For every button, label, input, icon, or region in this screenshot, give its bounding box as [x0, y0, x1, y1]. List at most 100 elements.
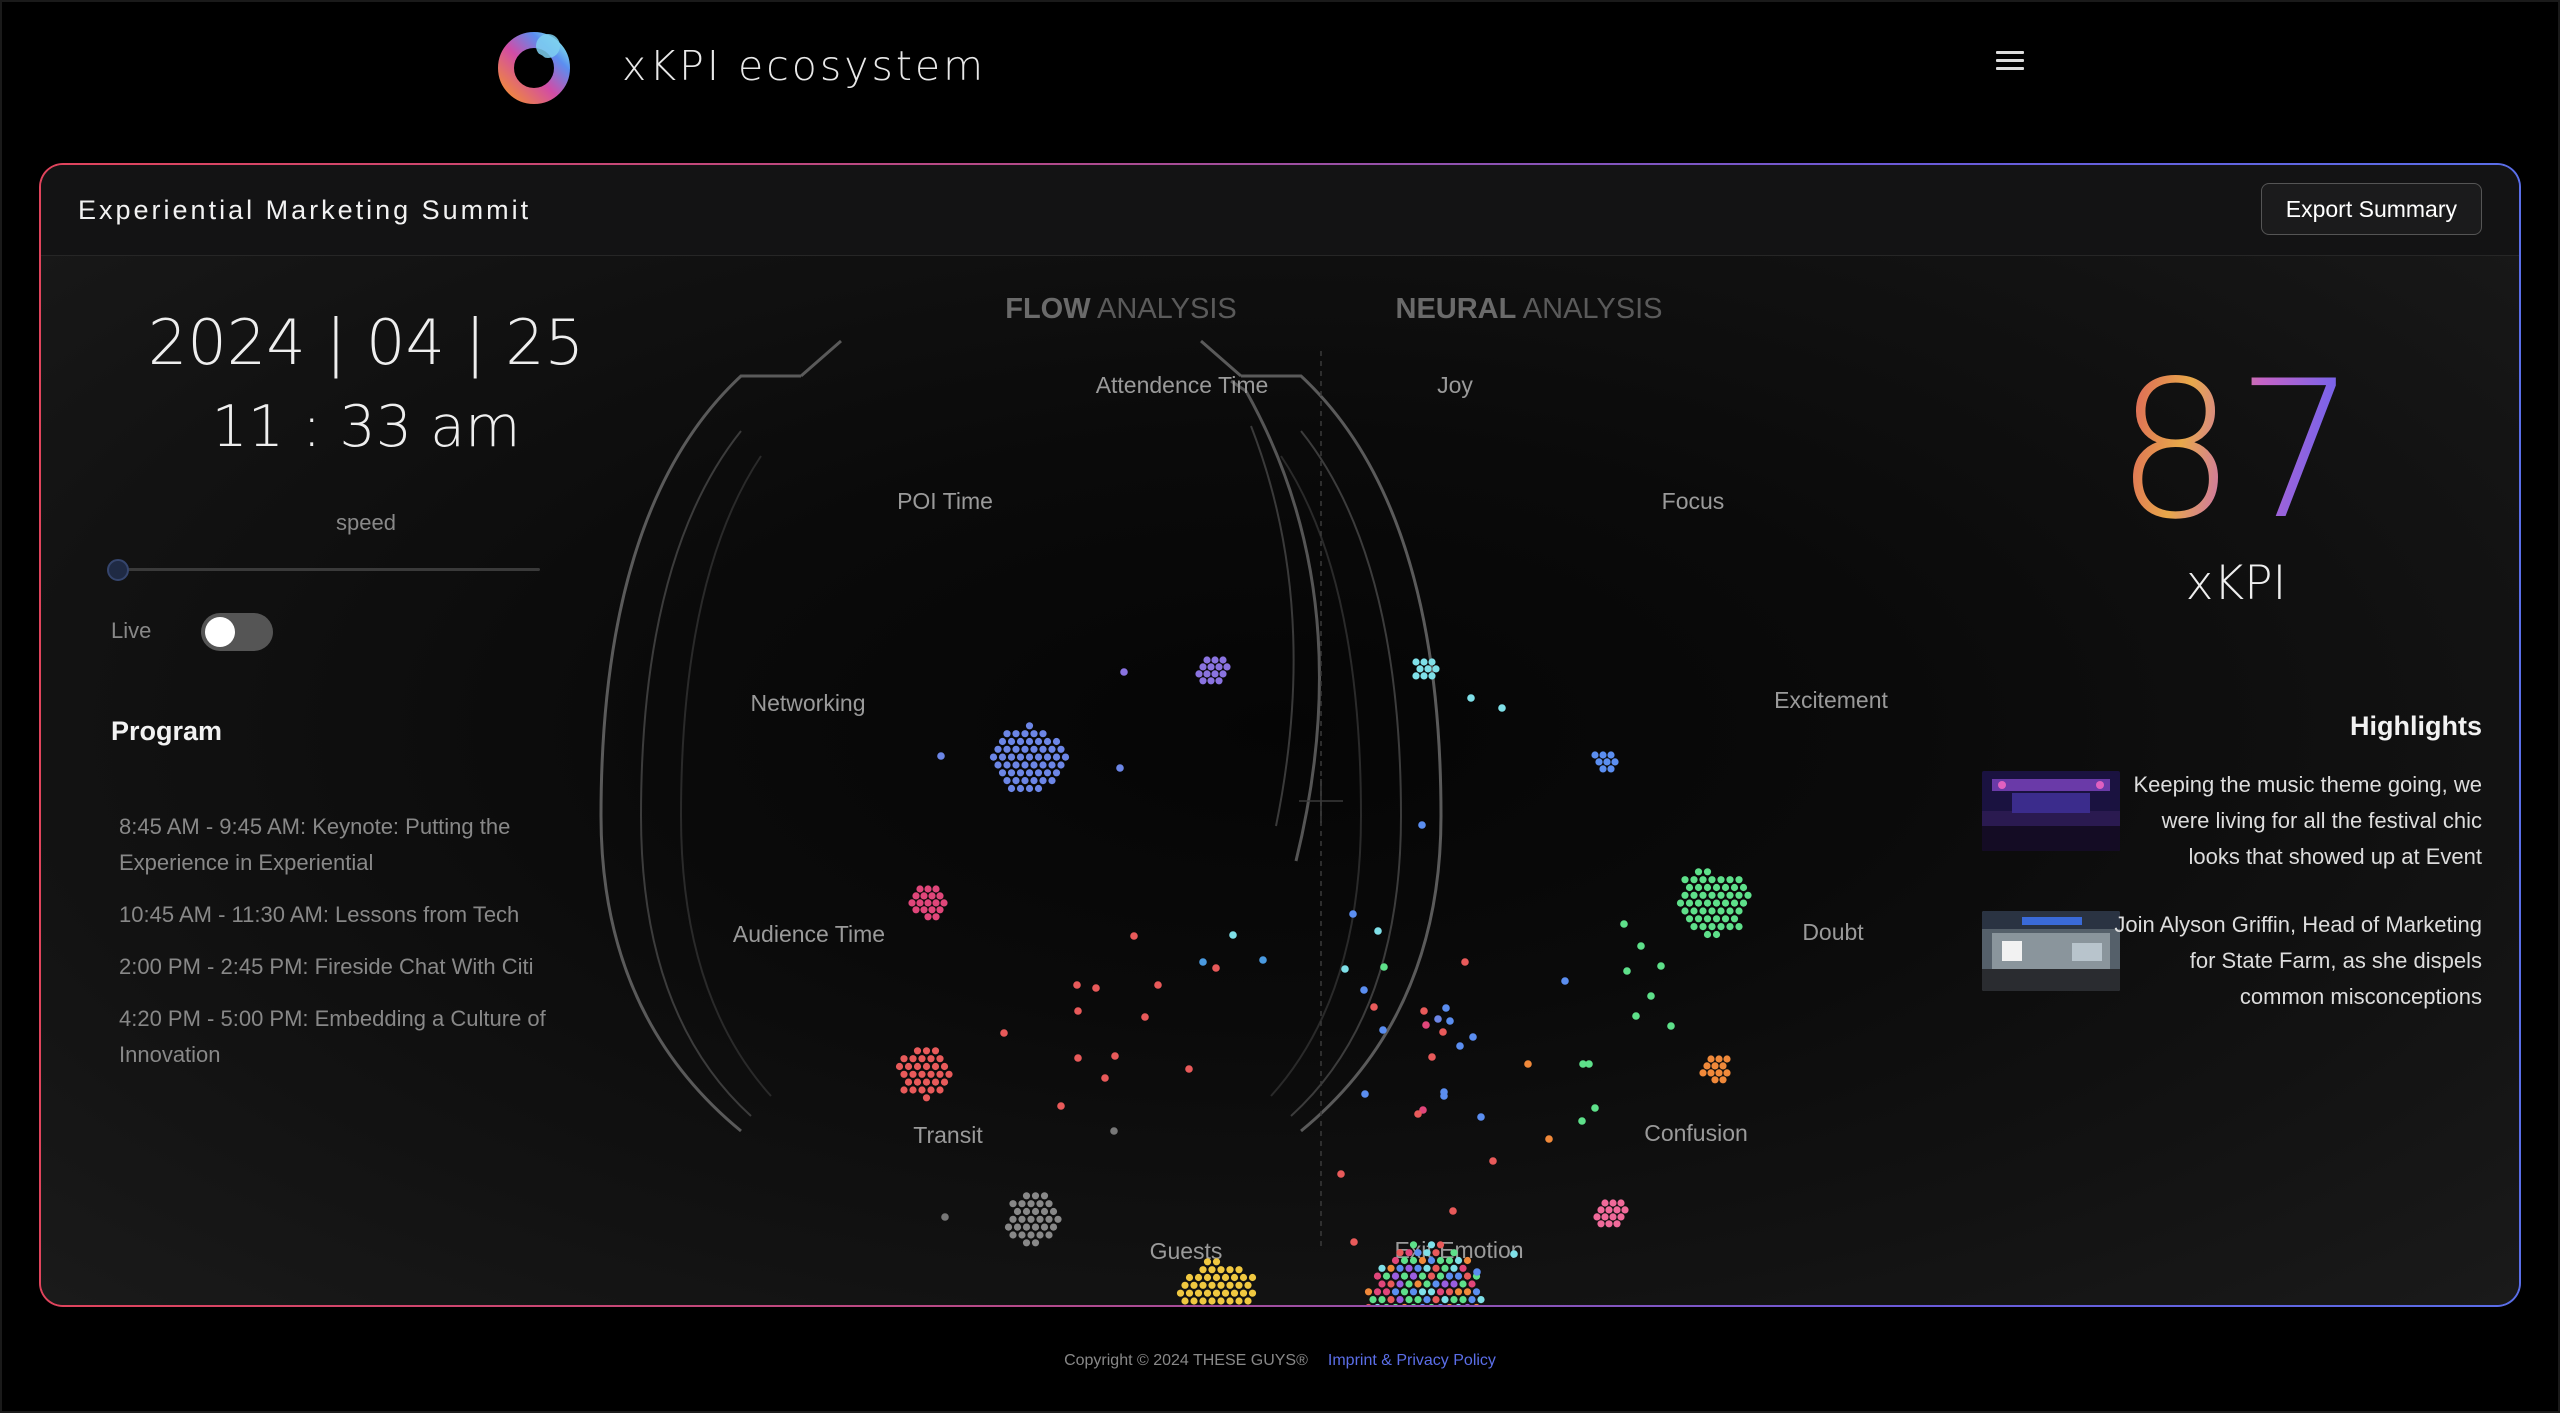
- confusion-cluster: [1609, 1199, 1617, 1207]
- doubt-cluster: [1711, 1076, 1719, 1084]
- poi-time-cluster: [1003, 761, 1011, 769]
- audience-time-cluster: [909, 1070, 917, 1078]
- highlight-item[interactable]: Join Alyson Griffin, Head of Marketing f…: [1982, 911, 2482, 1009]
- hamburger-menu-icon[interactable]: [1996, 46, 2024, 74]
- transit-cluster: [1004, 1223, 1013, 1231]
- guests-cluster: [1244, 1297, 1252, 1305]
- transit-cluster: [1031, 1223, 1040, 1231]
- excitement-cluster: [1735, 876, 1743, 884]
- guests-cluster: [1230, 1273, 1239, 1282]
- transit-cluster: [1049, 1223, 1058, 1231]
- guests-cluster: [1208, 1281, 1216, 1289]
- audience-time-cluster: [913, 1078, 922, 1086]
- joy-cluster: [1412, 658, 1420, 666]
- guests-cluster: [1199, 1266, 1207, 1274]
- logo-icon: [498, 32, 570, 104]
- guests-cluster: [1217, 1297, 1225, 1305]
- exit-emotion-cluster: [1423, 1296, 1431, 1304]
- confusion-cluster: [1617, 1199, 1625, 1207]
- poi-time-cluster: [1052, 769, 1061, 777]
- guests-cluster: [1208, 1297, 1216, 1305]
- exit-emotion-cluster: [1414, 1249, 1422, 1257]
- exit-emotion-cluster: [1450, 1264, 1458, 1272]
- audience-time-cluster: [918, 1086, 926, 1094]
- excitement-cluster: [1703, 930, 1712, 939]
- scatter-dot: [1349, 910, 1357, 918]
- scatter-dot: [1110, 1127, 1118, 1135]
- audience-time-cluster: [922, 1078, 931, 1086]
- networking-cluster: [936, 906, 944, 914]
- guests-cluster: [1235, 1297, 1243, 1305]
- exit-emotion-cluster: [1432, 1249, 1440, 1257]
- audience-time-cluster: [927, 1055, 935, 1063]
- excitement-cluster: [1703, 915, 1712, 923]
- transit-cluster: [1036, 1200, 1044, 1208]
- poi-time-cluster: [1012, 777, 1020, 785]
- poi-time-cluster: [1039, 761, 1047, 769]
- confusion-cluster: [1601, 1213, 1609, 1221]
- exit-emotion-cluster: [1373, 1288, 1382, 1296]
- exit-emotion-cluster: [1463, 1256, 1472, 1265]
- excitement-cluster: [1694, 883, 1703, 892]
- networking-cluster: [916, 885, 924, 893]
- exit-emotion-cluster: [1409, 1256, 1418, 1265]
- exit-emotion-cluster: [1414, 1296, 1422, 1304]
- networking-cluster: [920, 892, 928, 900]
- export-summary-button[interactable]: Export Summary: [2260, 183, 2482, 235]
- excitement-cluster: [1712, 883, 1721, 892]
- exit-emotion-cluster: [1446, 1303, 1453, 1305]
- transit-cluster: [1045, 1215, 1053, 1223]
- flow-label-0: Attendence Time: [1096, 372, 1269, 398]
- scatter-dot: [1440, 1092, 1448, 1100]
- networking-cluster: [912, 892, 920, 900]
- exit-emotion-cluster: [1414, 1264, 1422, 1272]
- live-toggle[interactable]: [201, 613, 273, 651]
- excitement-cluster: [1699, 923, 1707, 931]
- neural-label-4: Confusion: [1644, 1120, 1748, 1146]
- excitement-cluster: [1712, 930, 1721, 939]
- networking-cluster: [924, 913, 932, 921]
- poi-time-cluster: [1016, 753, 1025, 761]
- audience-time-cluster: [940, 1062, 949, 1071]
- exit-emotion-cluster: [1450, 1249, 1458, 1257]
- exit-emotion-cluster: [1400, 1256, 1409, 1265]
- highlight-thumbnail[interactable]: [1982, 911, 2120, 991]
- exit-emotion-cluster: [1396, 1249, 1404, 1257]
- speed-slider-track[interactable]: [115, 568, 540, 571]
- audience-time-cluster: [931, 1047, 940, 1055]
- poi-time-cluster: [1016, 784, 1025, 793]
- speed-slider-thumb[interactable]: [107, 559, 129, 581]
- exit-emotion-cluster: [1473, 1303, 1480, 1305]
- networking-cluster: [912, 906, 920, 914]
- guests-cluster: [1199, 1281, 1207, 1289]
- event-title: Experiential Marketing Summit: [78, 195, 532, 225]
- scatter-dot: [1620, 920, 1628, 928]
- highlight-item[interactable]: Keeping the music theme going, we were l…: [1982, 771, 2482, 869]
- attendence-time-cluster: [1211, 656, 1219, 664]
- imprint-privacy-link[interactable]: Imprint & Privacy Policy: [1327, 1352, 1496, 1369]
- doubt-cluster: [1699, 1069, 1707, 1077]
- attendence-time-cluster: [1223, 663, 1231, 671]
- program-item: 10:45 AM - 11:30 AM: Lessons from Tech: [119, 902, 520, 927]
- confusion-cluster: [1613, 1206, 1621, 1214]
- poi-time-cluster: [1012, 761, 1020, 769]
- audience-time-cluster: [936, 1070, 944, 1078]
- excitement-cluster: [1699, 876, 1707, 884]
- confusion-cluster: [1609, 1213, 1617, 1221]
- poi-time-cluster: [1003, 745, 1011, 753]
- guests-cluster: [1203, 1289, 1212, 1297]
- guests-cluster: [1239, 1273, 1248, 1282]
- program-list: 8:45 AM - 9:45 AM: Keynote: Putting the …: [119, 809, 559, 1089]
- inner-arc-left: [679, 455, 772, 1097]
- transit-cluster: [1022, 1239, 1031, 1247]
- poi-time-cluster: [1030, 730, 1038, 738]
- live-label: Live: [111, 618, 152, 643]
- excitement-cluster: [1739, 899, 1748, 907]
- excitement-cluster: [1717, 891, 1725, 899]
- mid-arc-right: [1290, 430, 1403, 1117]
- highlight-thumbnail[interactable]: [1982, 771, 2120, 851]
- scatter-dot: [1185, 1065, 1193, 1073]
- joy-cluster: [1428, 658, 1436, 666]
- attendence-time-cluster: [1203, 656, 1211, 664]
- guests-cluster: [1235, 1281, 1243, 1289]
